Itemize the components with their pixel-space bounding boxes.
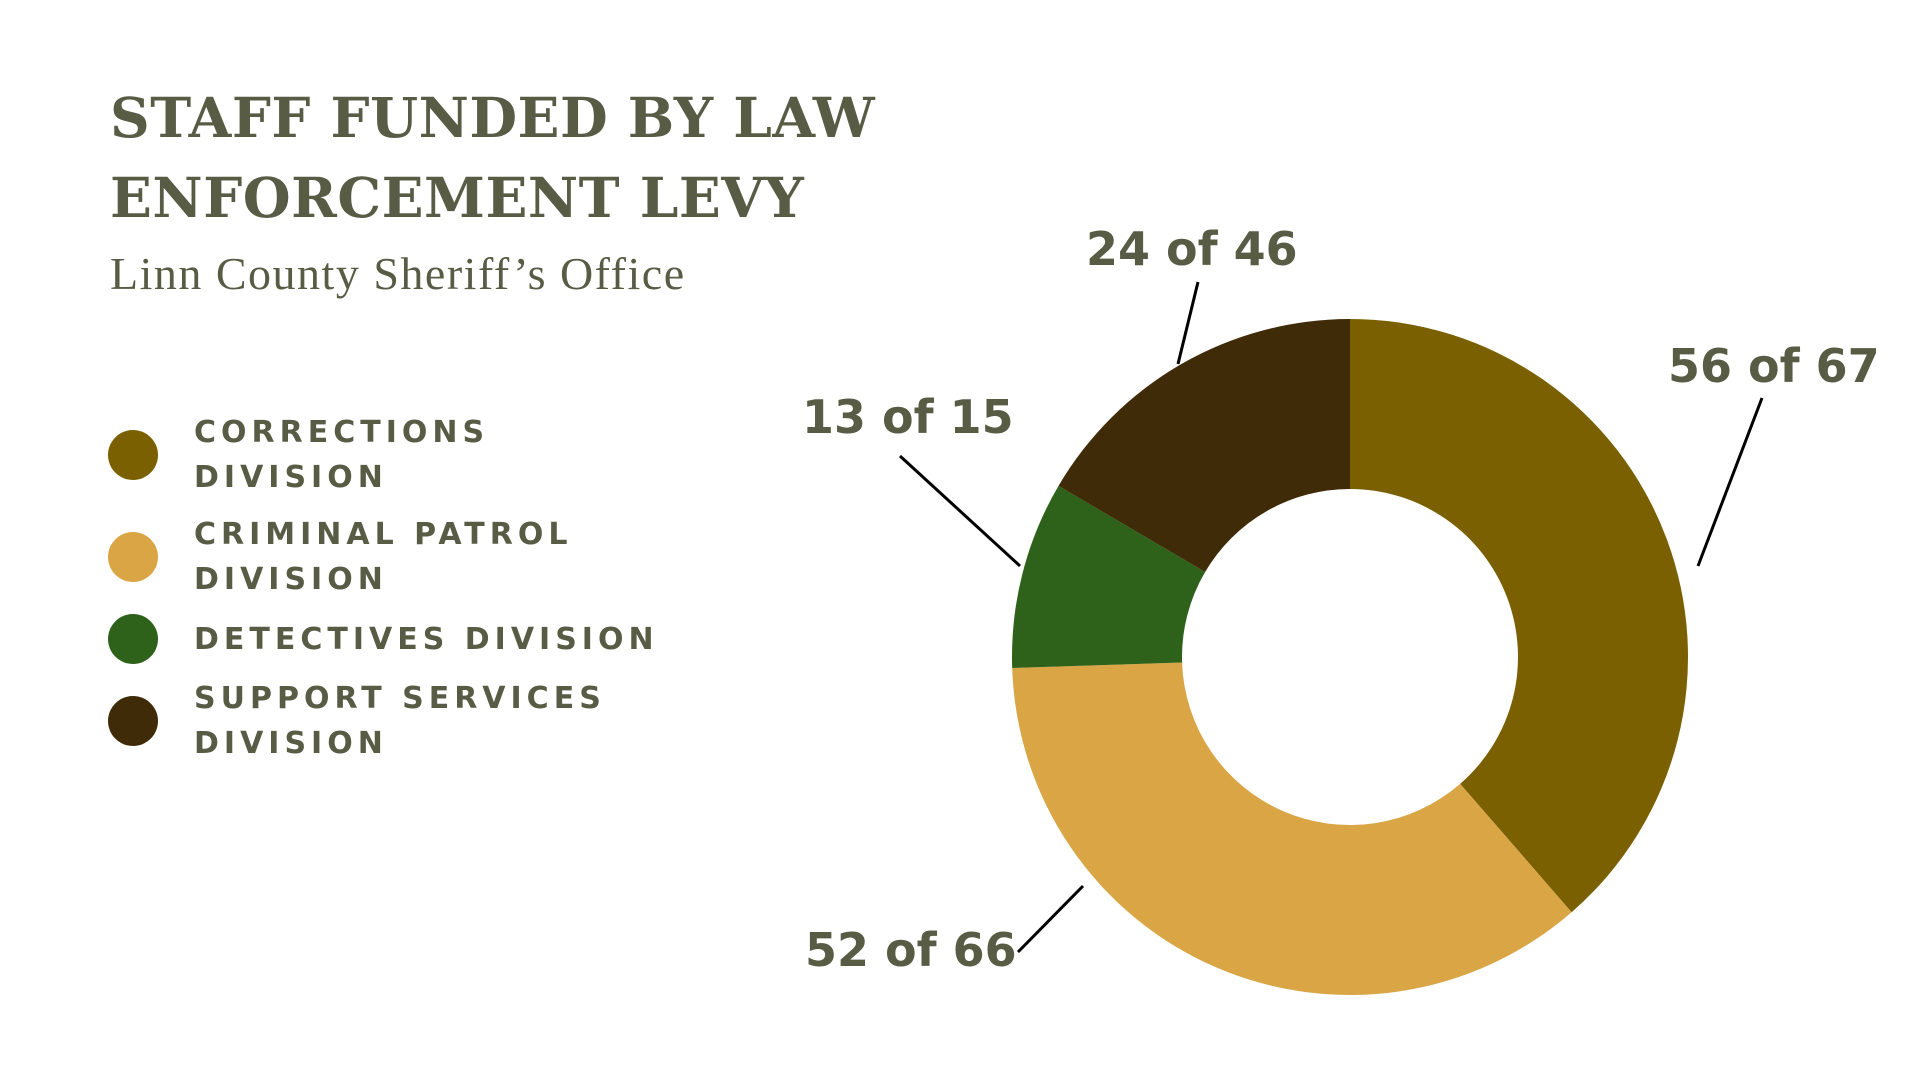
- legend-item-criminal-patrol: CRIMINAL PATROL DIVISION: [108, 512, 748, 602]
- chart-subtitle: Linn County Sheriff’s Office: [110, 248, 686, 299]
- data-label-criminal-patrol: 52 of 66: [805, 923, 1017, 977]
- donut-slice-support-services: [1058, 319, 1350, 572]
- leader-line-corrections: [1696, 397, 1764, 567]
- donut-slice-detectives: [1012, 485, 1206, 668]
- leader-line-detectives: [898, 454, 1022, 568]
- legend-label-criminal-patrol: CRIMINAL PATROL DIVISION: [194, 517, 573, 597]
- legend-swatch-detectives: [108, 614, 158, 664]
- leader-line-criminal-patrol: [1016, 884, 1085, 954]
- legend-item-support-services: SUPPORT SERVICES DIVISION: [108, 676, 748, 766]
- legend-swatch-criminal-patrol: [108, 532, 158, 582]
- donut-slice-criminal-patrol: [1012, 662, 1572, 995]
- data-label-corrections: 56 of 67: [1668, 339, 1880, 393]
- legend-label-corrections: CORRECTIONS DIVISION: [194, 415, 490, 495]
- donut-slice-corrections: [1350, 319, 1688, 913]
- data-label-detectives: 13 of 15: [802, 390, 1014, 444]
- leader-line-support-services: [1176, 281, 1200, 365]
- data-label-support-services: 24 of 46: [1086, 222, 1298, 276]
- legend: CORRECTIONS DIVISION CRIMINAL PATROL DIV…: [108, 410, 748, 778]
- legend-item-corrections: CORRECTIONS DIVISION: [108, 410, 748, 500]
- legend-label-support-services: SUPPORT SERVICES DIVISION: [194, 681, 606, 761]
- chart-title: STAFF FUNDED BY LAW ENFORCEMENT LEVY: [110, 85, 876, 230]
- legend-item-detectives: DETECTIVES DIVISION: [108, 614, 748, 664]
- legend-swatch-corrections: [108, 430, 158, 480]
- legend-swatch-support-services: [108, 696, 158, 746]
- legend-label-detectives: DETECTIVES DIVISION: [194, 621, 659, 657]
